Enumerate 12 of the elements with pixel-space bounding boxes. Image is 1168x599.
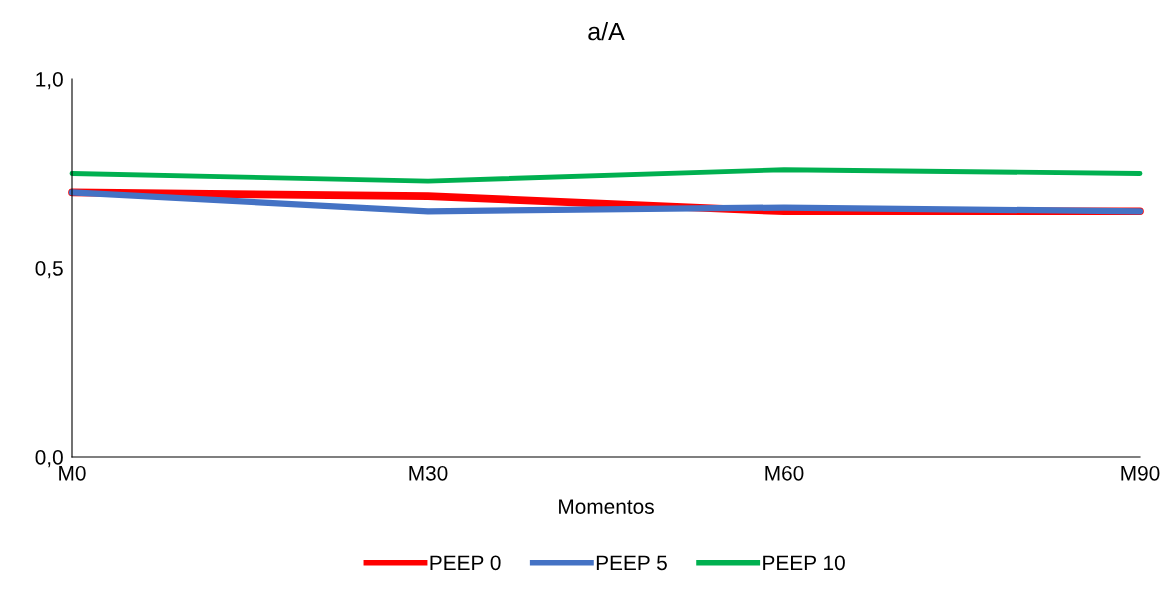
x-tick-label: M90 [1121, 465, 1160, 481]
y-tick-label: 1,0 [36, 72, 63, 90]
x-tick-label: M30 [409, 465, 448, 481]
chart-title: a/A [588, 21, 625, 41]
x-tick-label: M60 [765, 465, 804, 481]
y-tick-label: 0,5 [35, 261, 63, 279]
y-tick-label: 0,0 [35, 450, 63, 468]
legend-label: PEEP 5 [596, 555, 667, 571]
x-axis-title: Momentos [559, 499, 654, 514]
x-tick-label: M0 [59, 465, 86, 481]
legend-label: PEEP 0 [430, 555, 501, 571]
legend-label: PEEP 10 [763, 555, 845, 571]
